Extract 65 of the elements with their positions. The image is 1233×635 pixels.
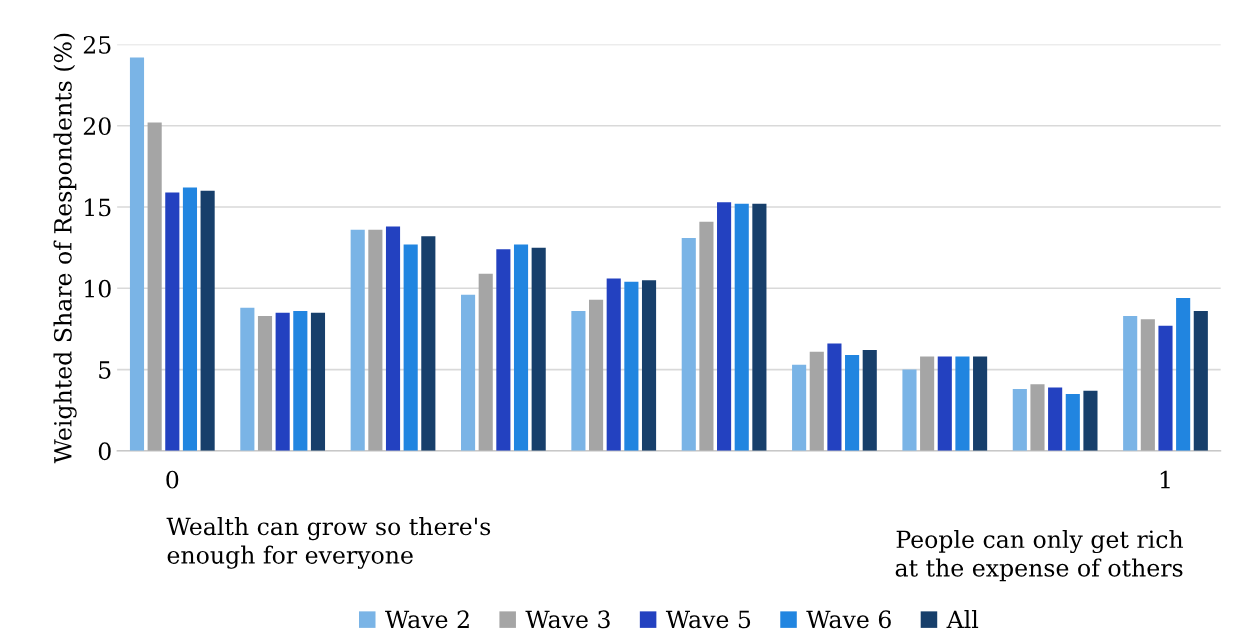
y-axis-title: Weighted Share of Respondents (%) — [53, 33, 77, 464]
legend-label: All — [946, 609, 979, 628]
y-tick-label: 5 — [99, 361, 111, 379]
bar — [937, 356, 952, 451]
y-tick-label: 0 — [98, 442, 111, 461]
bar — [699, 221, 714, 451]
bar — [792, 364, 807, 451]
bar — [147, 122, 162, 451]
bar — [478, 273, 493, 451]
bar — [717, 202, 732, 451]
bar — [734, 203, 749, 451]
y-tick-label: 15 — [85, 198, 111, 217]
bar — [606, 278, 621, 451]
bar — [240, 307, 255, 451]
x-tick-label: 1 — [1160, 470, 1170, 489]
legend-label: Wave 6 — [806, 610, 891, 629]
bar — [1140, 319, 1155, 451]
bar — [368, 229, 383, 451]
bar — [1176, 298, 1191, 451]
bar — [624, 281, 639, 451]
bar — [902, 369, 917, 451]
bar — [350, 229, 365, 451]
bar — [293, 311, 308, 451]
bar — [589, 299, 604, 451]
bar — [1083, 390, 1098, 451]
legend-label: Wave 5 — [665, 610, 751, 629]
bar — [257, 315, 273, 451]
bar — [182, 187, 198, 451]
bar — [1012, 389, 1027, 451]
bar — [165, 192, 180, 451]
bar — [752, 203, 767, 451]
y-tick-label: 10 — [85, 279, 111, 298]
bar — [1123, 315, 1138, 451]
bar — [1048, 387, 1063, 451]
bar — [827, 343, 842, 451]
text: Wealth can grow so there's enough for everyone — [166, 517, 491, 569]
legend-label: Wave 3 — [525, 610, 610, 629]
y-tick-label: 25 — [83, 35, 111, 54]
text: People can only get rich at the expense of others — [895, 529, 1184, 582]
bar — [1065, 393, 1080, 451]
bar — [1030, 384, 1045, 451]
bar — [385, 226, 401, 451]
bar — [275, 312, 290, 451]
bar — [973, 356, 988, 451]
bar — [129, 57, 145, 451]
bar — [845, 354, 860, 451]
bar — [862, 350, 877, 451]
bar — [310, 312, 326, 451]
bar — [1193, 311, 1208, 451]
bar — [920, 356, 935, 451]
bar — [955, 356, 970, 451]
bar — [496, 249, 511, 451]
bar — [809, 351, 824, 451]
bar — [421, 236, 436, 451]
bar — [531, 247, 546, 451]
bar — [641, 280, 657, 451]
bar — [513, 244, 529, 451]
bar — [403, 244, 418, 451]
legend-label: Wave 2 — [385, 610, 469, 629]
bar — [1158, 325, 1173, 451]
bar — [571, 311, 586, 451]
bar — [461, 294, 476, 451]
y-tick-label: 20 — [83, 117, 111, 136]
bar — [200, 190, 215, 451]
bar — [681, 237, 696, 451]
